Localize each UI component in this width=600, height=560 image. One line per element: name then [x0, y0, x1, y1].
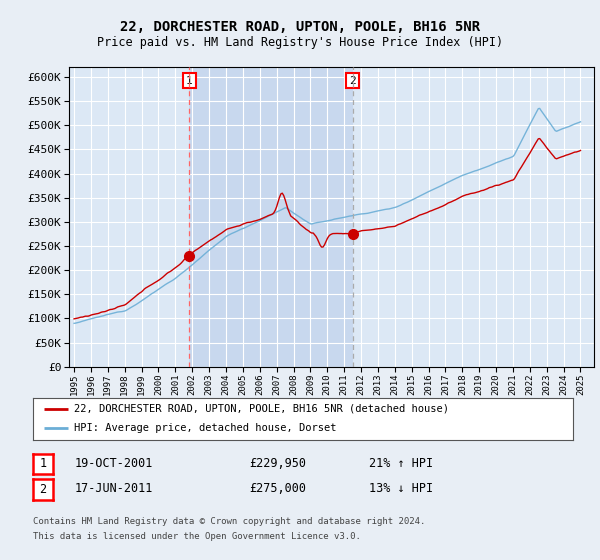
Text: This data is licensed under the Open Government Licence v3.0.: This data is licensed under the Open Gov… [33, 532, 361, 541]
Text: 1: 1 [40, 457, 46, 470]
Text: 17-JUN-2011: 17-JUN-2011 [75, 482, 154, 496]
Text: HPI: Average price, detached house, Dorset: HPI: Average price, detached house, Dors… [74, 423, 336, 433]
Text: 22, DORCHESTER ROAD, UPTON, POOLE, BH16 5NR (detached house): 22, DORCHESTER ROAD, UPTON, POOLE, BH16 … [74, 404, 449, 414]
Text: £229,950: £229,950 [249, 456, 306, 470]
Text: Price paid vs. HM Land Registry's House Price Index (HPI): Price paid vs. HM Land Registry's House … [97, 36, 503, 49]
Text: Contains HM Land Registry data © Crown copyright and database right 2024.: Contains HM Land Registry data © Crown c… [33, 517, 425, 526]
Text: £275,000: £275,000 [249, 482, 306, 496]
Bar [190, 67, 353, 367]
Text: 19-OCT-2001: 19-OCT-2001 [75, 456, 154, 470]
Text: 13% ↓ HPI: 13% ↓ HPI [369, 482, 433, 496]
Text: 21% ↑ HPI: 21% ↑ HPI [369, 456, 433, 470]
Text: 22, DORCHESTER ROAD, UPTON, POOLE, BH16 5NR: 22, DORCHESTER ROAD, UPTON, POOLE, BH16 … [120, 20, 480, 34]
Text: 1: 1 [186, 76, 193, 86]
Text: 2: 2 [349, 76, 356, 86]
Text: 2: 2 [40, 483, 46, 496]
